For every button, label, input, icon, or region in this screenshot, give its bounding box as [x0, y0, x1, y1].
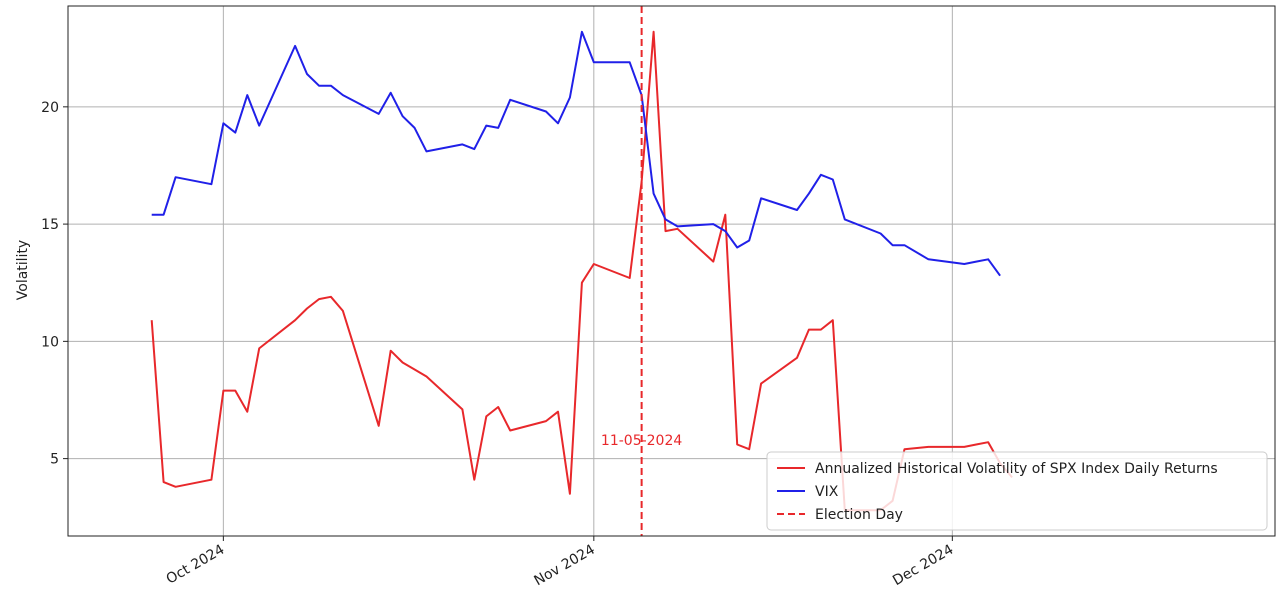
axes	[63, 5, 1276, 541]
legend-label: VIX	[815, 484, 839, 500]
series-line-1	[151, 30, 1001, 277]
x-tick-label: Oct 2024	[164, 542, 228, 588]
legend: Annualized Historical Volatility of SPX …	[766, 451, 1268, 531]
legend-label: Election Day	[815, 507, 903, 523]
y-tick-label: 20	[41, 100, 59, 116]
y-tick-label: 15	[41, 217, 59, 233]
legend-box	[766, 451, 1268, 531]
series-lines	[150, 30, 1013, 512]
legend-label: Annualized Historical Volatility of SPX …	[815, 461, 1218, 477]
y-axis-title: Volatility	[15, 240, 31, 300]
series-line-0	[150, 30, 1013, 512]
x-tick-label: Nov 2024	[531, 542, 597, 590]
y-tick-label: 5	[50, 452, 59, 468]
election-day-label: 11-05-2024	[601, 433, 682, 449]
plot-frame	[67, 5, 1276, 537]
x-tick-label: Dec 2024	[890, 542, 956, 589]
y-tick-label: 10	[41, 334, 59, 350]
election-day-marker: 11-05-2024	[601, 6, 682, 536]
